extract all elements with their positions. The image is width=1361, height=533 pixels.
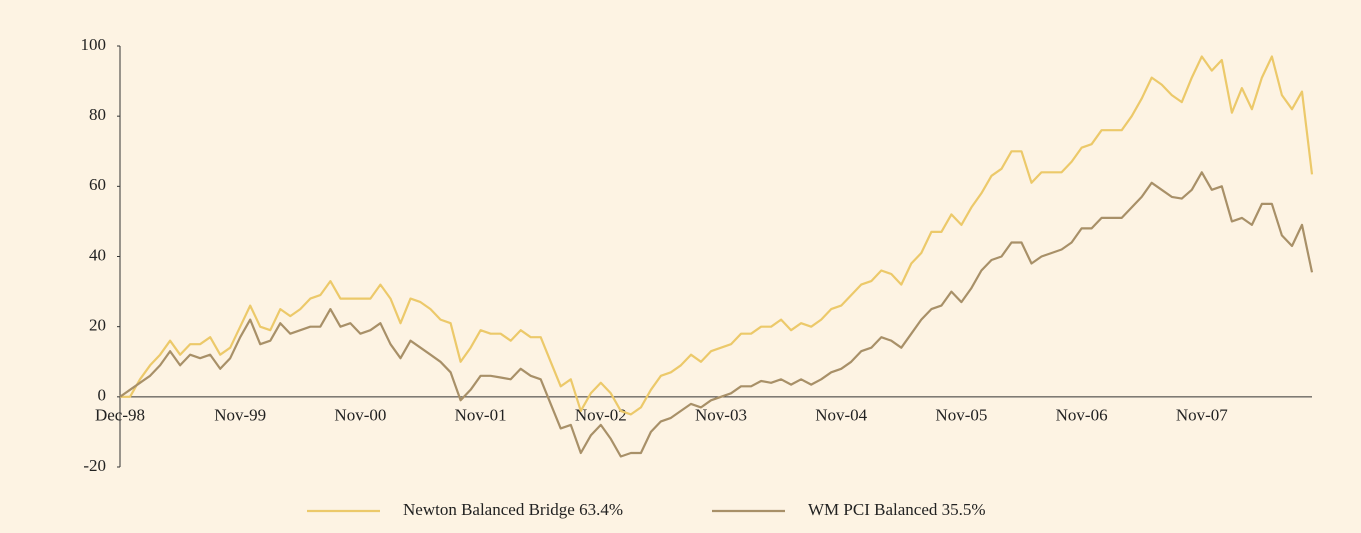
legend-label: WM PCI Balanced 35.5%: [808, 500, 986, 519]
x-tick-label: Nov-06: [1056, 406, 1108, 425]
x-tick-label: Dec-98: [95, 406, 145, 425]
series-line: [119, 171, 1314, 458]
y-tick-label: -20: [83, 456, 106, 475]
y-tick-label: 60: [89, 175, 106, 194]
y-tick-label: 40: [89, 245, 106, 264]
series-line: [120, 55, 1314, 416]
y-tick-label: 20: [89, 316, 106, 335]
x-tick-label: Nov-07: [1176, 406, 1228, 425]
x-tick-label: Nov-99: [214, 406, 266, 425]
x-tick-label: Nov-04: [815, 406, 867, 425]
y-tick-label: 80: [89, 105, 106, 124]
x-tick-label: Nov-01: [455, 406, 507, 425]
y-tick-label: 0: [98, 386, 107, 405]
x-tick-label: Nov-03: [695, 406, 747, 425]
x-tick-label: Nov-00: [334, 406, 386, 425]
legend-label: Newton Balanced Bridge 63.4%: [403, 500, 623, 519]
y-tick-label: 100: [81, 35, 107, 54]
x-tick-label: Nov-02: [575, 406, 627, 425]
x-tick-label: Nov-05: [935, 406, 987, 425]
